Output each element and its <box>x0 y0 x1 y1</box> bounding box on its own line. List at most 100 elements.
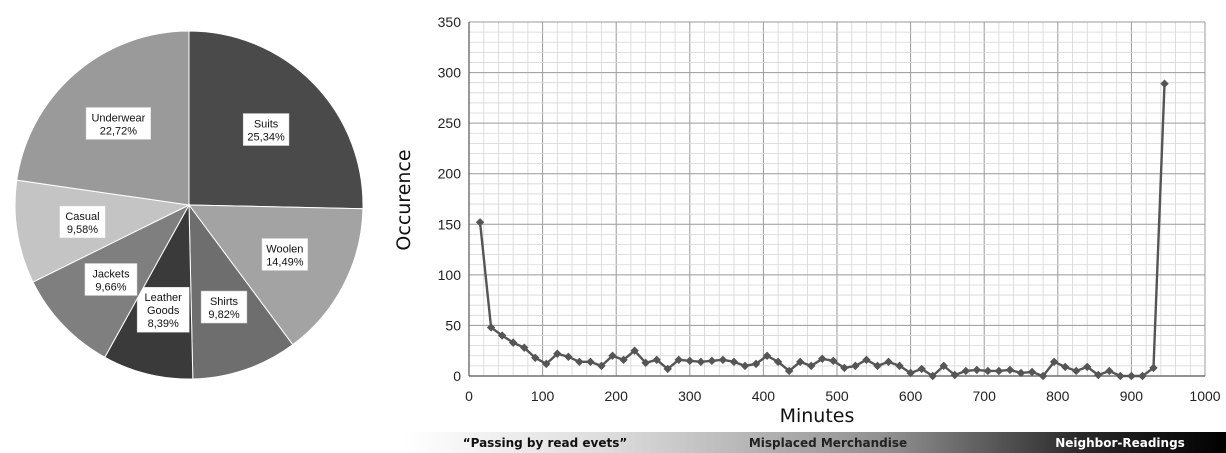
y-tick-label: 100 <box>438 267 462 283</box>
y-tick-label: 200 <box>438 166 462 182</box>
data-point <box>873 361 882 371</box>
y-tick-label: 50 <box>445 317 461 333</box>
pie-label-text: Woolen <box>266 243 303 255</box>
data-point <box>696 357 706 367</box>
data-point <box>939 361 948 371</box>
band-label-1: Misplaced Merchandise <box>749 436 907 450</box>
y-tick-label: 250 <box>438 115 462 131</box>
data-point <box>575 357 584 367</box>
data-point <box>740 361 750 371</box>
data-point <box>1005 365 1015 375</box>
y-tick-label: 300 <box>438 65 462 81</box>
band-label-2: Neighbor-Readings <box>1055 436 1185 450</box>
x-tick-label: 700 <box>973 388 997 404</box>
data-point <box>508 338 518 347</box>
x-tick-label: 800 <box>1046 388 1070 404</box>
data-point <box>1138 371 1147 381</box>
pie-label-text: 22,72% <box>100 125 138 137</box>
data-point <box>1160 79 1169 88</box>
data-point <box>1016 368 1026 378</box>
data-point <box>773 357 783 367</box>
data-point <box>928 371 937 381</box>
data-point <box>1127 371 1136 381</box>
data-point <box>784 366 794 376</box>
x-tick-label: 600 <box>899 388 923 404</box>
data-point <box>1038 371 1048 381</box>
x-tick-label: 500 <box>825 388 849 404</box>
data-point <box>497 331 507 340</box>
data-point <box>718 355 728 365</box>
data-point <box>586 357 595 367</box>
data-point <box>961 366 970 376</box>
data-point <box>608 351 617 360</box>
data-point <box>553 349 562 358</box>
data-point <box>597 361 606 371</box>
data-point <box>1116 371 1125 381</box>
y-tick-label: 150 <box>438 216 462 232</box>
data-point <box>1105 366 1114 376</box>
pie-label-text: Shirts <box>210 296 239 308</box>
y-tick-label: 350 <box>438 14 462 30</box>
pie-slice-woolen <box>187 204 364 346</box>
pie-label-text: Underwear <box>91 112 145 124</box>
pie-label-text: 9,82% <box>208 309 239 321</box>
data-point <box>520 343 529 352</box>
data-point <box>1060 362 1070 372</box>
data-point <box>542 359 551 369</box>
data-point <box>994 366 1004 376</box>
pie-label-text: Goods <box>147 305 180 317</box>
x-tick-label: 400 <box>752 388 776 404</box>
data-point <box>751 359 761 369</box>
grid <box>468 21 1206 377</box>
data-point <box>486 323 496 332</box>
pie-label-text: Leather <box>145 292 183 304</box>
data-point <box>895 361 904 371</box>
data-point <box>818 354 827 364</box>
band-label-0: “Passing by read evets” <box>463 436 628 450</box>
data-point <box>917 364 926 374</box>
data-point <box>796 357 805 367</box>
pie-label-text: 14,49% <box>266 256 304 268</box>
data-point <box>531 353 540 362</box>
data-point <box>851 361 860 371</box>
data-point <box>862 355 871 365</box>
x-axis-title: Minutes <box>780 405 855 427</box>
data-point <box>1027 367 1037 377</box>
data-point <box>1083 362 1092 372</box>
data-point <box>906 368 915 378</box>
data-point <box>884 357 893 367</box>
data-point <box>972 365 982 375</box>
data-point <box>950 370 959 380</box>
data-point <box>652 355 661 365</box>
pie-label-text: Jackets <box>92 268 130 280</box>
data-point <box>619 355 628 365</box>
x-tick-label: 1000 <box>1189 388 1220 404</box>
data-point <box>1149 363 1158 373</box>
data-point <box>707 356 717 366</box>
data-point <box>564 352 573 361</box>
category-band <box>405 432 1226 453</box>
pie-label-text: 9,58% <box>67 224 98 236</box>
data-point <box>663 364 672 374</box>
data-point <box>630 346 639 355</box>
pie-label-text: 8,39% <box>148 318 179 330</box>
x-tick-label: 100 <box>531 388 555 404</box>
pie-label-text: 9,66% <box>95 281 126 293</box>
pie-label-text: Casual <box>65 211 99 223</box>
data-point <box>1094 370 1103 380</box>
y-axis-title: Occurence <box>393 149 415 250</box>
data-point <box>1072 366 1081 376</box>
x-tick-label: 200 <box>605 388 629 404</box>
data-point <box>685 356 694 366</box>
x-tick-label: 0 <box>465 388 473 404</box>
data-point <box>762 351 772 360</box>
data-point <box>829 356 838 366</box>
y-tick-label: 0 <box>453 368 461 384</box>
